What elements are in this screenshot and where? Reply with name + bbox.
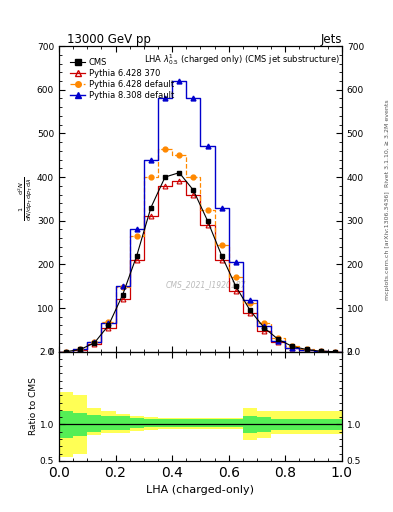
Text: CMS_2021_I1920187: CMS_2021_I1920187	[166, 280, 246, 289]
Text: mcplots.cern.ch [arXiv:1306.3436]: mcplots.cern.ch [arXiv:1306.3436]	[385, 191, 389, 300]
Text: LHA $\lambda^{1}_{0.5}$ (charged only) (CMS jet substructure): LHA $\lambda^{1}_{0.5}$ (charged only) (…	[144, 52, 340, 67]
Text: Rivet 3.1.10, ≥ 3.2M events: Rivet 3.1.10, ≥ 3.2M events	[385, 99, 389, 187]
Text: Jets: Jets	[320, 33, 342, 46]
Text: 13000 GeV pp: 13000 GeV pp	[67, 33, 151, 46]
Y-axis label: $\frac{1}{\mathrm{d}N / \mathrm{d}p_{\mathrm{T}}}$$\frac{\mathrm{d}^2N}{\mathrm{: $\frac{1}{\mathrm{d}N / \mathrm{d}p_{\ma…	[17, 177, 35, 221]
X-axis label: LHA (charged-only): LHA (charged-only)	[147, 485, 254, 495]
Legend: CMS, Pythia 6.428 370, Pythia 6.428 default, Pythia 8.308 default: CMS, Pythia 6.428 370, Pythia 6.428 defa…	[69, 56, 176, 102]
Y-axis label: Ratio to CMS: Ratio to CMS	[29, 377, 39, 435]
